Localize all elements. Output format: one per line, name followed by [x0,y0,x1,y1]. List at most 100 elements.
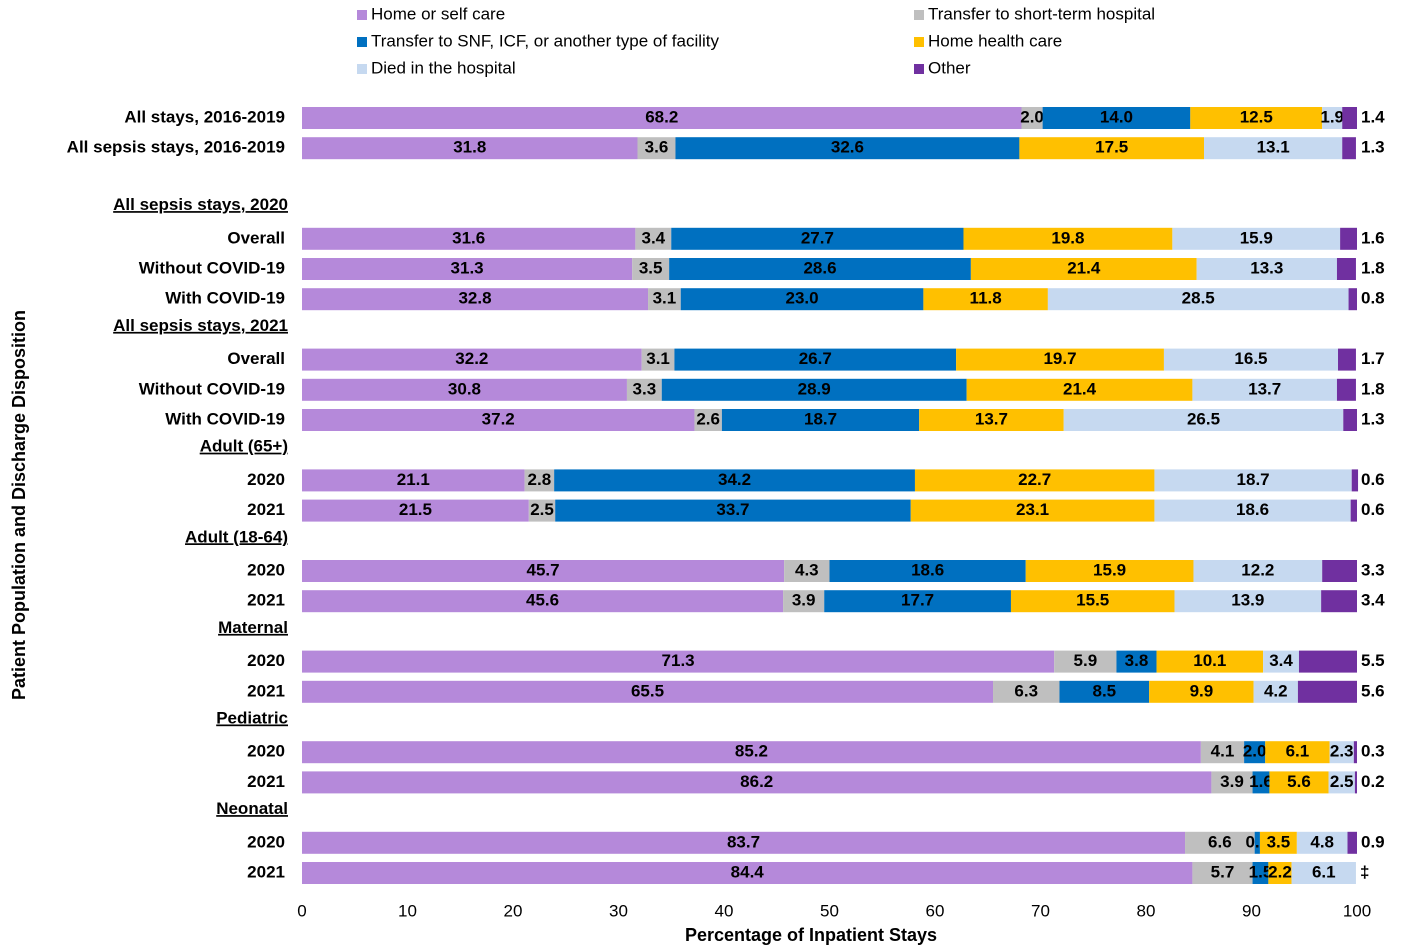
category-label: 2020 [247,651,285,670]
value-label: 23.1 [1016,500,1049,519]
bar-segment [302,680,994,703]
value-label: 1.9 [1320,107,1344,126]
bar-segment [721,409,920,431]
bar-segment [1268,862,1292,884]
x-tick-label: 30 [609,901,628,920]
bar-segment [1322,107,1343,129]
value-label: 15.5 [1076,591,1109,610]
category-label: Overall [227,349,285,368]
value-label: 37.2 [482,409,515,428]
value-label: 32.6 [831,138,864,157]
value-label: 5.7 [1211,862,1235,881]
bar-segment [302,469,525,492]
bar-segment [1343,409,1357,431]
group-label: Maternal [218,618,288,637]
legend-swatch [914,10,924,20]
bar-segment [1149,680,1254,703]
value-label: 18.6 [1236,500,1269,519]
bar-segment [1259,831,1297,854]
value-label: 2.3 [1330,742,1354,761]
bar-segment [1059,680,1150,703]
value-label: 3.6 [645,138,669,157]
value-label: 30.8 [448,379,481,398]
legend-swatch [357,37,367,47]
value-label: 1.3 [1361,409,1385,428]
bar-segment [1253,680,1298,703]
bar-segment [1244,741,1266,764]
legend-swatch [357,64,367,74]
bar-segment [963,227,1173,250]
bar-segment [302,831,1186,854]
value-label: 0.8 [1361,289,1385,308]
category-label: With COVID-19 [165,289,285,308]
bar-segment [648,288,681,311]
value-label: 0.6 [1361,470,1385,489]
bar-segment [302,378,627,401]
bar-segment [302,258,633,280]
value-label: 83.7 [727,832,760,851]
bar-segment [1054,650,1117,673]
y-axis-title: Patient Population and Discharge Disposi… [9,310,29,700]
bar-segment [669,258,971,280]
group-label: All sepsis stays, 2021 [113,316,288,335]
value-label: 4.8 [1310,832,1334,851]
value-label: 23.0 [786,289,819,308]
bar-segment [1269,771,1329,794]
bar-segment [1185,831,1255,854]
group-label: Pediatric [216,708,288,727]
bar-segment [1252,771,1270,794]
bar-segment [302,741,1201,764]
bar-segment [783,590,825,613]
bar-segment [1116,650,1157,673]
value-label: 45.7 [527,560,560,579]
bar-segment [302,227,636,250]
group-label: Neonatal [216,799,288,818]
value-label: 1.6 [1249,772,1273,791]
value-label: 5.6 [1361,681,1385,700]
value-label: 21.4 [1067,258,1101,277]
legend-swatch [914,37,924,47]
bar-segment [1163,348,1339,371]
value-label: 86.2 [740,772,773,791]
value-label: 9.9 [1190,681,1214,700]
value-label: 19.8 [1051,228,1084,247]
bar-segment [1192,378,1337,401]
x-tick-label: 10 [398,901,417,920]
bar-segment [1154,499,1351,522]
value-label: 2.6 [696,409,720,428]
value-label: 12.2 [1241,560,1274,579]
category-label: All sepsis stays, 2016-2019 [67,138,285,157]
category-label: 2020 [247,560,285,579]
bar-segment [1254,831,1260,854]
value-label: 3.4 [1269,651,1293,670]
bar-segment [1196,258,1337,280]
legend-swatch [914,64,924,74]
x-tick-label: 40 [715,901,734,920]
value-label: 18.6 [911,560,944,579]
value-label: 6.6 [1208,832,1232,851]
bar-segment [1047,288,1349,311]
bar-segment [1010,590,1175,613]
category-label: Overall [227,228,285,247]
value-label: 85.2 [735,742,768,761]
value-label: 6.3 [1014,681,1038,700]
value-label: 11.8 [970,289,1002,308]
bar-segment [641,348,675,371]
legend-label: Died in the hospital [371,58,516,77]
value-label: 3.1 [646,349,670,368]
value-label: 34.2 [718,470,751,489]
category-label: 2021 [247,681,285,700]
value-label: 22.7 [1018,470,1051,489]
x-tick-label: 70 [1031,901,1050,920]
category-label: 2020 [247,470,285,489]
bar-segment [675,137,1020,160]
bar-segment [1342,137,1356,160]
bar-segment [1348,288,1357,311]
value-label: 21.5 [399,500,432,519]
bar-segment [302,771,1212,794]
bar-segment [1340,227,1357,250]
bar-segment [910,499,1155,522]
value-label: 1.4 [1361,107,1385,126]
bar-segment [1336,258,1356,280]
